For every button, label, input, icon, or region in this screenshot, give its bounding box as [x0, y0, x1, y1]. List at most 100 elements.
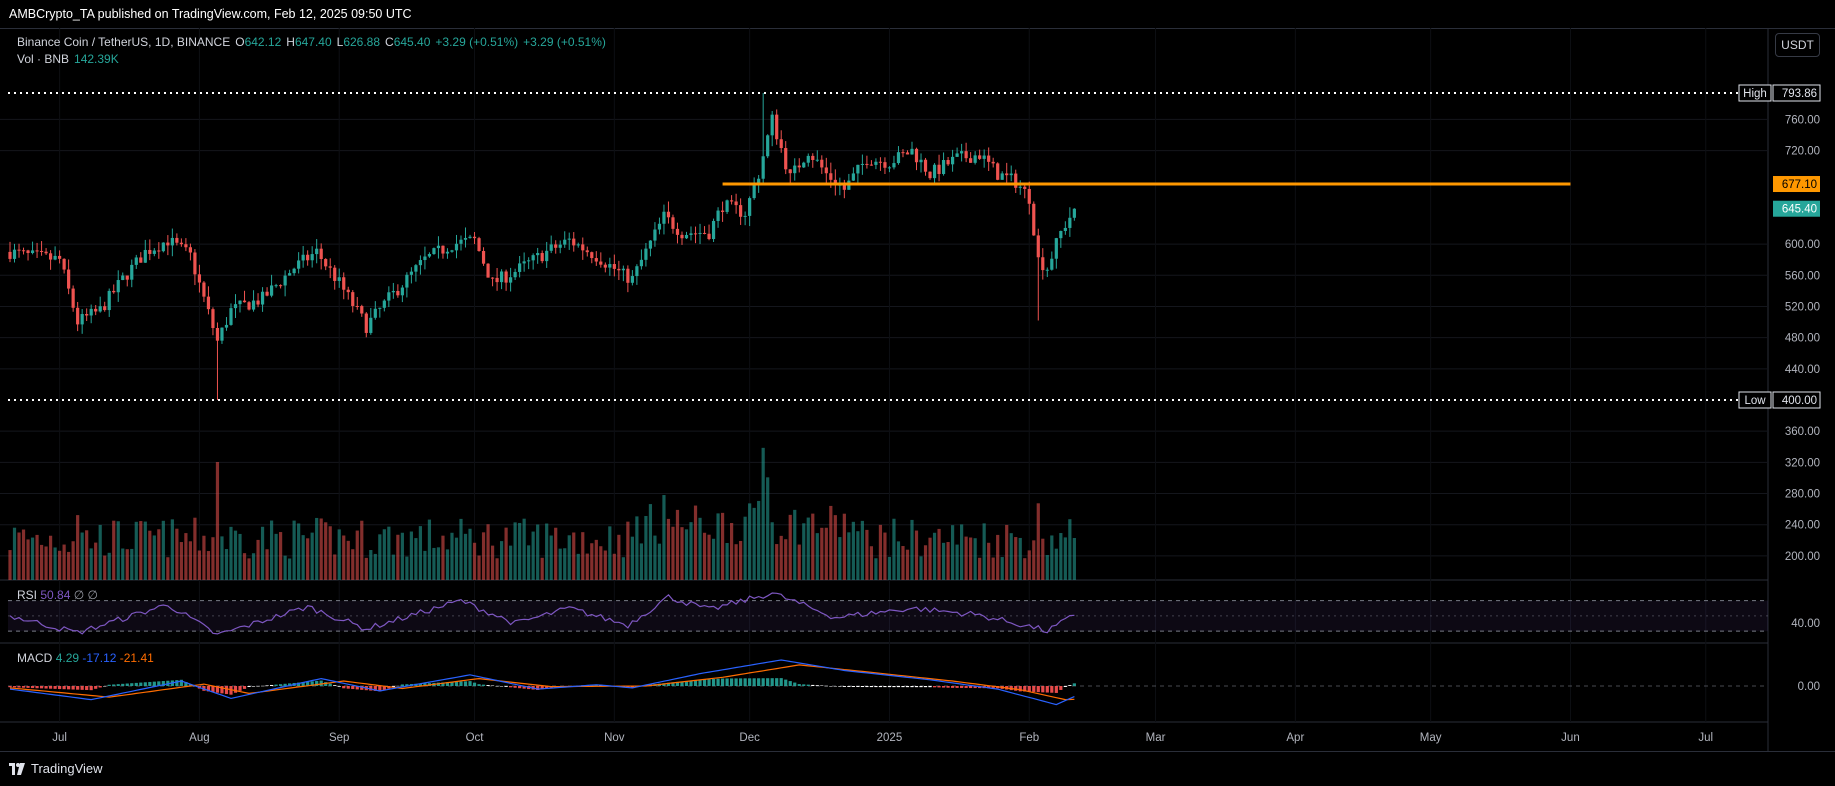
volume-bar: [865, 529, 869, 580]
macd-hist-bar: [779, 678, 783, 686]
candle-body: [815, 159, 819, 161]
candle-body: [811, 155, 815, 161]
candle-body: [842, 184, 846, 190]
tradingview-logo[interactable]: TradingView: [9, 761, 103, 776]
candle-body: [802, 162, 806, 168]
macd-hist-bar: [1041, 686, 1045, 693]
macd-hist-bar: [206, 686, 211, 692]
macd-hist-bar: [251, 686, 256, 687]
volume-bar: [739, 540, 743, 580]
volume-bar: [757, 500, 761, 580]
volume-bar: [134, 521, 138, 580]
macd-hist-bar: [288, 683, 292, 686]
macd-hist-bar: [788, 681, 792, 686]
candle-body: [567, 238, 571, 240]
candle-body: [666, 211, 671, 218]
macd-hist-bar: [306, 681, 310, 686]
macd-hist-bar: [283, 683, 287, 686]
candle-body: [874, 161, 878, 165]
macd-hist-bar: [1068, 685, 1072, 686]
candle-body: [960, 151, 964, 154]
volume-bar: [337, 529, 341, 580]
candle-body: [30, 250, 35, 254]
volume-bar: [486, 524, 490, 580]
change-value: +3.29 (+0.51%): [435, 35, 519, 49]
volume-bar: [612, 553, 616, 580]
volume-bar: [21, 529, 26, 580]
candle-body: [617, 268, 621, 271]
candle-body: [973, 155, 977, 163]
volume-bar: [730, 522, 734, 580]
candle-body: [346, 289, 350, 293]
price-tick-label: 240.00: [1785, 520, 1820, 532]
macd-hist-bar: [1054, 686, 1058, 693]
macd-hist-bar: [545, 686, 549, 689]
macd-hist-bar: [346, 686, 350, 689]
candle-body: [315, 248, 319, 255]
candle-body: [1027, 188, 1031, 204]
volume-bar: [17, 532, 21, 580]
macd-hist-bar: [490, 685, 495, 687]
candle-body: [274, 285, 278, 287]
volume-bar: [1027, 550, 1031, 580]
candle-body: [509, 277, 513, 283]
macd-hist-bar: [887, 686, 892, 688]
candle-body: [184, 244, 188, 248]
volume-bar: [360, 520, 364, 580]
chart-frame[interactable]: [0, 28, 1835, 752]
low-label: L: [336, 35, 344, 49]
volume-bar: [1068, 519, 1072, 580]
candle-body: [869, 164, 874, 166]
chart-canvas[interactable]: High 793.86 Low 400.00 677.10 645.40 40.00 0.…: [0, 0, 1835, 752]
macd-hist-bar: [662, 683, 666, 686]
volume-bar: [689, 522, 693, 580]
candle-body: [545, 250, 549, 262]
candle-body: [405, 274, 409, 288]
volume-bar: [964, 536, 968, 580]
candle-body: [459, 239, 463, 244]
candle-body: [1009, 173, 1013, 176]
candle-body: [206, 296, 211, 310]
volume-bar: [743, 516, 747, 580]
macd-hist-bar: [698, 679, 702, 686]
volume-bar: [1050, 535, 1054, 580]
macd-hist-bar: [847, 686, 851, 687]
macd-hist-bar: [941, 686, 946, 688]
volume-bar: [94, 542, 98, 580]
macd-hist-bar: [1027, 686, 1031, 692]
volume-bar: [373, 553, 377, 580]
macd-hist-bar: [522, 686, 526, 689]
volume-value: 142.39K: [74, 52, 119, 66]
candle-body: [17, 249, 21, 251]
last-price-label: 645.40: [1782, 204, 1817, 216]
time-tick-label: Apr: [1286, 732, 1304, 744]
volume-bar: [531, 531, 535, 580]
candle-body: [152, 250, 156, 254]
macd-hist-bar: [279, 684, 283, 686]
candle-body: [89, 308, 93, 316]
currency-unit-button[interactable]: USDT: [1775, 33, 1820, 57]
macd-hist-bar: [1059, 686, 1063, 690]
volume-bar: [648, 504, 653, 580]
macd-hist-bar: [310, 681, 314, 686]
macd-hist-bar: [518, 686, 522, 689]
footer-bar: TradingView: [0, 752, 1835, 786]
volume-bar: [450, 532, 454, 580]
price-tick-label: 200.00: [1785, 551, 1820, 563]
volume-bar: [626, 521, 630, 580]
candle-body: [941, 160, 946, 174]
candle-body: [978, 155, 982, 159]
volume-bar: [590, 543, 594, 580]
volume-bar: [288, 558, 292, 580]
volume-bar: [188, 541, 192, 580]
volume-bar: [536, 524, 540, 580]
macd-hist-bar: [391, 686, 395, 688]
candle-body: [1041, 257, 1045, 271]
candle-body: [1050, 258, 1054, 270]
macd-hist-bar: [684, 681, 689, 686]
candle-body: [626, 268, 630, 283]
candle-body: [982, 155, 986, 159]
macd-hist-bar: [824, 685, 828, 687]
candle-body: [324, 259, 328, 267]
candle-body: [770, 114, 774, 136]
